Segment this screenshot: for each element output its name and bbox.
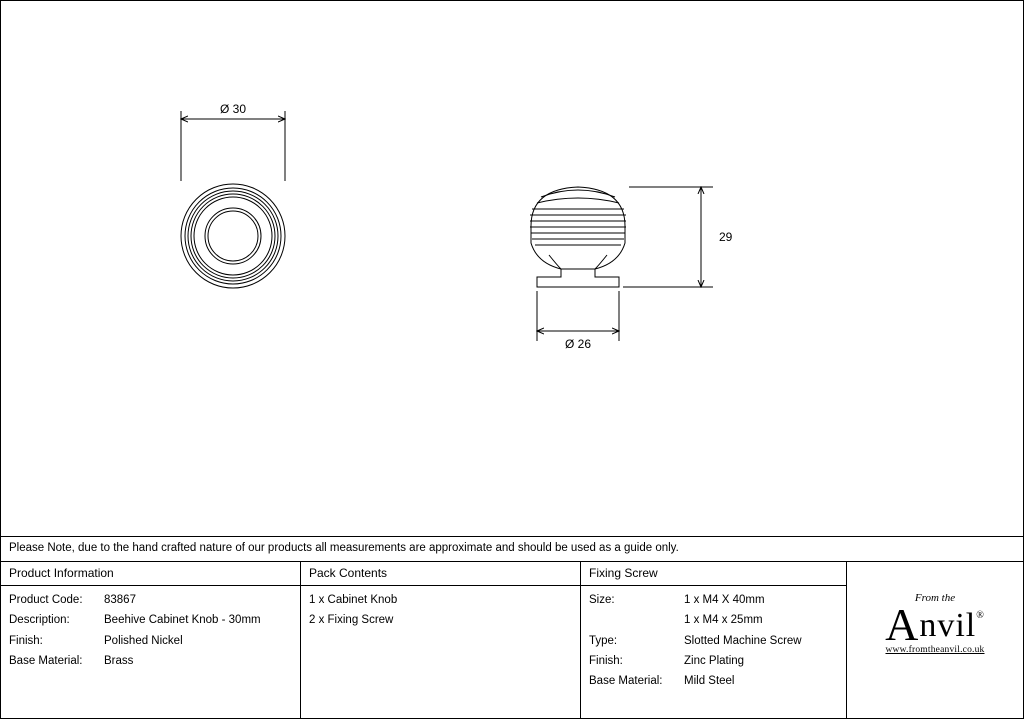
measurement-note: Please Note, due to the hand crafted nat… <box>1 536 1023 562</box>
info-table: Product Information Product Code: 83867 … <box>1 562 1023 718</box>
list-item: 2 x Fixing Screw <box>309 612 572 629</box>
table-row: Base Material: Mild Steel <box>589 673 838 690</box>
label: Product Code: <box>9 592 104 609</box>
label: Type: <box>589 633 684 650</box>
registered-icon: ® <box>976 610 985 621</box>
table-row: Size: 1 x M4 X 40mm <box>589 592 838 609</box>
dim-top-diameter: Ø 30 <box>220 102 246 116</box>
list-item: 1 x Cabinet Knob <box>309 592 572 609</box>
side-view <box>530 187 626 287</box>
brand-logo: From the Anvil® www.fromtheanvil.co.uk <box>847 592 1023 655</box>
table-row: Base Material: Brass <box>9 653 292 670</box>
dim-base-diameter: Ø 26 <box>565 337 591 351</box>
value: Brass <box>104 653 292 670</box>
fixing-screw-body: Size: 1 x M4 X 40mm 1 x M4 x 25mm Type: … <box>581 586 846 718</box>
table-row: 1 x M4 x 25mm <box>589 612 838 629</box>
top-view <box>181 184 285 288</box>
value: 1 x M4 x 25mm <box>684 612 838 629</box>
value: Mild Steel <box>684 673 838 690</box>
value: 1 x M4 X 40mm <box>684 592 838 609</box>
drawing-svg: Ø 30 <box>1 1 1024 536</box>
logo-main-text: Anvil® <box>847 604 1023 645</box>
product-info-header: Product Information <box>1 562 300 586</box>
label: Finish: <box>9 633 104 650</box>
table-row: Finish: Polished Nickel <box>9 633 292 650</box>
product-info-body: Product Code: 83867 Description: Beehive… <box>1 586 300 718</box>
value: Polished Nickel <box>104 633 292 650</box>
fixing-screw-header: Fixing Screw <box>581 562 846 586</box>
label: Finish: <box>589 653 684 670</box>
value: Beehive Cabinet Knob - 30mm <box>104 612 292 629</box>
pack-contents-body: 1 x Cabinet Knob 2 x Fixing Screw <box>301 586 580 718</box>
value: Slotted Machine Screw <box>684 633 838 650</box>
col-fixing-screw: Fixing Screw Size: 1 x M4 X 40mm 1 x M4 … <box>581 562 847 718</box>
label: Base Material: <box>589 673 684 690</box>
label: Size: <box>589 592 684 609</box>
dim-height: 29 <box>719 230 733 244</box>
col-product-info: Product Information Product Code: 83867 … <box>1 562 301 718</box>
spec-sheet: Ø 30 <box>0 0 1024 719</box>
col-logo: From the Anvil® www.fromtheanvil.co.uk <box>847 562 1023 718</box>
col-pack-contents: Pack Contents 1 x Cabinet Knob 2 x Fixin… <box>301 562 581 718</box>
logo-from-text: From the <box>847 592 1023 604</box>
table-row: Description: Beehive Cabinet Knob - 30mm <box>9 612 292 629</box>
table-row: Product Code: 83867 <box>9 592 292 609</box>
logo-url: www.fromtheanvil.co.uk <box>847 645 1023 655</box>
label <box>589 612 684 629</box>
value: 83867 <box>104 592 292 609</box>
value: Zinc Plating <box>684 653 838 670</box>
pack-contents-header: Pack Contents <box>301 562 580 586</box>
table-row: Finish: Zinc Plating <box>589 653 838 670</box>
technical-drawing: Ø 30 <box>1 1 1023 536</box>
table-row: Type: Slotted Machine Screw <box>589 633 838 650</box>
label: Description: <box>9 612 104 629</box>
label: Base Material: <box>9 653 104 670</box>
